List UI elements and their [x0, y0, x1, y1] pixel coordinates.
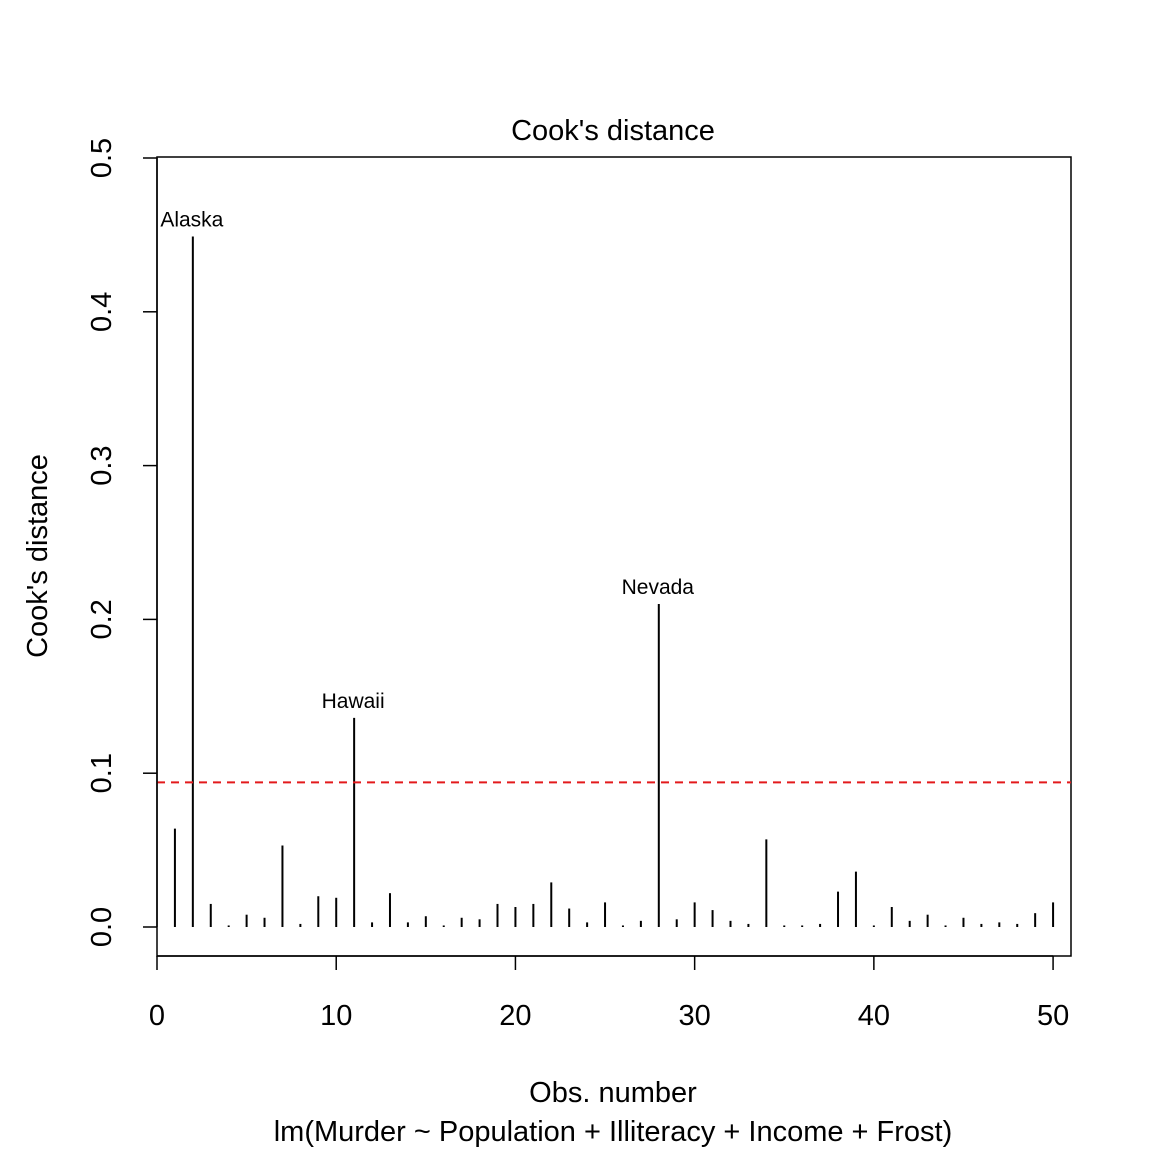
y-tick-label-0.5: 0.5: [86, 138, 118, 178]
y-axis: 0.0 0.1 0.2 0.3 0.4 0.5: [86, 138, 158, 947]
x-tick-label-0: 0: [149, 1000, 165, 1032]
y-tick-label-0.2: 0.2: [86, 599, 118, 639]
x-tick-label-30: 30: [679, 1000, 711, 1032]
y-tick-label-0.1: 0.1: [86, 753, 118, 793]
y-axis-label: Cook's distance: [22, 454, 54, 658]
point-label-hawaii: Hawaii: [322, 690, 385, 713]
x-tick-label-50: 50: [1037, 1000, 1069, 1032]
x-tick-label-10: 10: [320, 1000, 352, 1032]
plot-frame: [156, 156, 1072, 957]
bars-group: [173, 236, 1055, 927]
point-labels-group: Alaska Hawaii Nevada: [160, 208, 694, 712]
x-tick-label-40: 40: [858, 1000, 890, 1032]
x-axis-label: Obs. number: [529, 1077, 697, 1109]
y-tick-label-0: 0.0: [86, 907, 118, 947]
x-axis: 0 10 20 30 40 50: [149, 955, 1069, 1032]
point-label-nevada: Nevada: [622, 576, 695, 599]
chart-title: Cook's distance: [511, 115, 715, 147]
y-tick-label-0.3: 0.3: [86, 445, 118, 485]
point-label-alaska: Alaska: [160, 208, 223, 231]
y-tick-label-0.4: 0.4: [86, 292, 118, 332]
x-tick-label-20: 20: [499, 1000, 531, 1032]
chart-subtitle: lm(Murder ~ Population + Illiteracy + In…: [274, 1116, 953, 1148]
